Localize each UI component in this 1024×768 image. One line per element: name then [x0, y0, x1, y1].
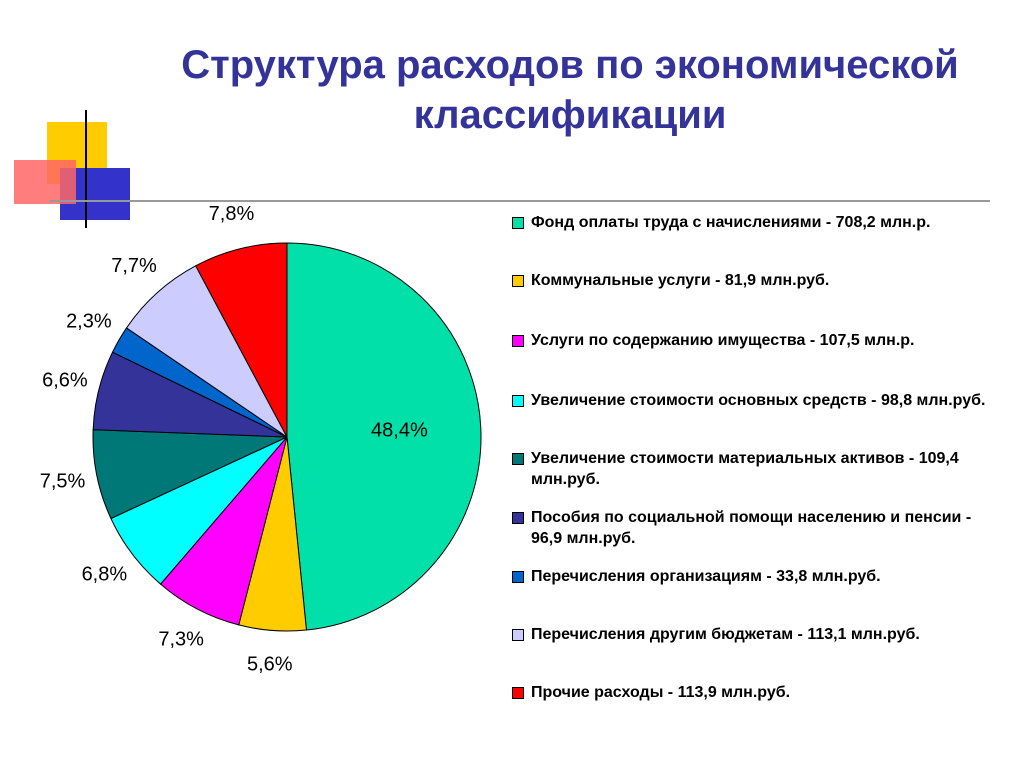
data-label: 5,6%: [247, 654, 293, 676]
pie-slice: [286, 242, 482, 631]
legend-label: Увеличение стоимости основных средств - …: [531, 392, 986, 409]
legend-label: Увеличение стоимости материальных активо…: [531, 450, 959, 488]
data-label: 6,6%: [42, 370, 88, 392]
legend-swatch: [512, 395, 524, 407]
pie-slice: [125, 265, 288, 438]
legend-label: Перечисления другим бюджетам - 113,1 млн…: [531, 626, 920, 643]
data-label: 7,7%: [111, 255, 157, 277]
data-label: 6,8%: [82, 563, 128, 585]
data-label: 7,5%: [40, 470, 86, 492]
data-label: 48,4%: [371, 420, 428, 442]
data-label: 7,8%: [209, 203, 255, 225]
legend-swatch: [512, 217, 524, 229]
data-label: 2,3%: [66, 311, 112, 333]
legend-item: Увеличение стоимости материальных активо…: [512, 448, 1001, 490]
chart-title: Структура расходов по экономической клас…: [181, 43, 959, 137]
legend-item: Перечисления другим бюджетам - 113,1 млн…: [512, 624, 1001, 645]
legend-item: Фонд оплаты труда с начислениями - 708,2…: [512, 212, 1001, 233]
legend-label: Фонд оплаты труда с начислениями - 708,2…: [531, 214, 931, 231]
legend-swatch: [512, 629, 524, 641]
legend-swatch: [512, 571, 524, 583]
legend-label: Перечисления организациям - 33,8 млн.руб…: [531, 568, 881, 585]
decoration: [14, 110, 990, 228]
legend-swatch: [512, 453, 524, 465]
legend-label: Услуги по содержанию имущества - 107,5 м…: [531, 332, 915, 349]
pie-slice: [195, 242, 288, 438]
legend-item: Услуги по содержанию имущества - 107,5 м…: [512, 330, 1001, 351]
data-label: 7,3%: [158, 628, 204, 650]
legend-item: Коммунальные услуги - 81,9 млн.руб.: [512, 270, 1001, 291]
legend-item: Увеличение стоимости основных средств - …: [512, 390, 1001, 411]
legend-label: Коммунальные услуги - 81,9 млн.руб.: [531, 272, 830, 289]
legend-item: Прочие расходы - 113,9 млн.руб.: [512, 682, 1001, 703]
legend-item: Пособия по социальной помощи населению и…: [512, 507, 1001, 549]
legend-swatch: [512, 275, 524, 287]
legend-swatch: [512, 335, 524, 347]
legend-swatch: [512, 687, 524, 699]
legend-label: Пособия по социальной помощи населению и…: [531, 509, 972, 547]
legend-item: Перечисления организациям - 33,8 млн.руб…: [512, 566, 1001, 587]
legend-swatch: [512, 512, 524, 524]
legend-label: Прочие расходы - 113,9 млн.руб.: [531, 684, 791, 701]
